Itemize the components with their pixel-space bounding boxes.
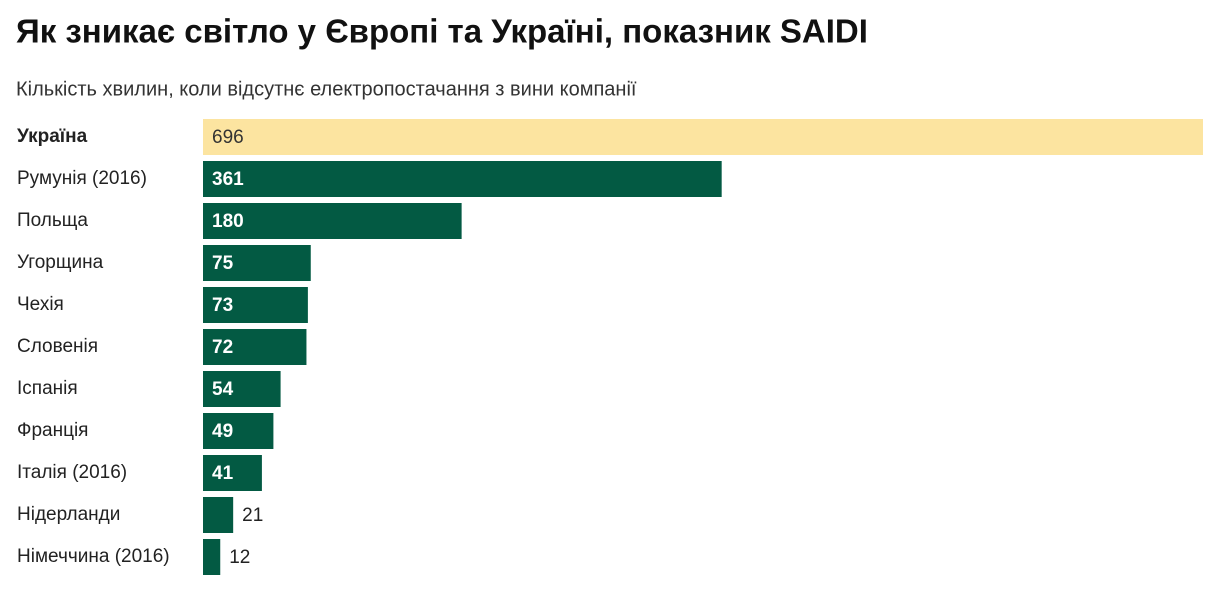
value-label: 75 (212, 253, 234, 274)
bar (203, 413, 274, 449)
bar (203, 161, 722, 197)
category-label: Чехія (17, 294, 64, 315)
value-label: 72 (212, 337, 233, 358)
bar (203, 539, 221, 575)
value-label: 73 (212, 295, 233, 316)
category-label: Румунія (2016) (17, 168, 147, 189)
bar (203, 371, 281, 407)
category-label: Іспанія (17, 378, 78, 399)
bar (203, 203, 462, 239)
value-label: 49 (212, 421, 233, 442)
category-label: Словенія (17, 336, 98, 357)
category-label: Італія (2016) (17, 462, 127, 483)
category-label: Нідерланди (17, 504, 120, 525)
value-label: 21 (242, 505, 263, 526)
category-label: Угорщина (17, 252, 104, 273)
bar (203, 287, 308, 323)
category-label: Франція (17, 420, 88, 441)
value-label: 696 (212, 127, 244, 148)
chart-subtitle: Кількість хвилин, коли відсутнє електроп… (16, 78, 637, 100)
value-label: 361 (212, 169, 244, 190)
value-label: 12 (229, 547, 250, 568)
value-label: 41 (212, 463, 234, 484)
bar (203, 329, 307, 365)
category-label: Польща (17, 210, 88, 231)
category-label: Німеччина (2016) (17, 546, 170, 567)
value-label: 180 (212, 211, 244, 232)
value-label: 54 (212, 379, 234, 400)
chart-title: Як зникає світло у Європі та Україні, по… (16, 13, 868, 50)
bar (203, 497, 234, 533)
category-label: Україна (17, 126, 88, 147)
bar (203, 245, 311, 281)
bar (203, 119, 1203, 155)
bar (203, 455, 262, 491)
